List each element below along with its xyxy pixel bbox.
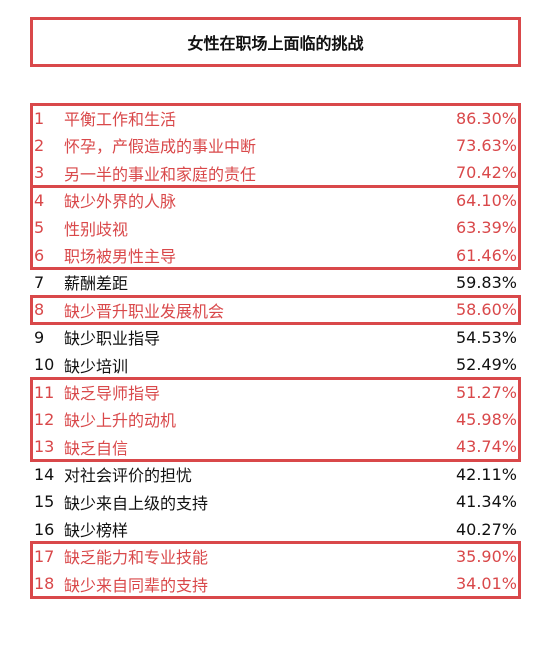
- row-rank: 18: [34, 574, 55, 594]
- row-rank: 12: [34, 409, 55, 429]
- row-rank: 16: [34, 519, 55, 539]
- row-label: 缺少职业指导: [64, 329, 161, 349]
- chart-title: 女性在职场上面临的挑战: [30, 17, 521, 67]
- row-label: 缺少上升的动机: [64, 411, 177, 431]
- row-value: 73.63%: [455, 135, 517, 155]
- row-value: 45.98%: [455, 409, 517, 429]
- row-rank: 17: [34, 546, 55, 566]
- row-label: 缺少外界的人脉: [64, 192, 177, 212]
- row-value: 35.90%: [455, 546, 517, 566]
- row-label: 另一半的事业和家庭的责任: [64, 164, 257, 184]
- row-rank: 7: [34, 272, 45, 292]
- row-rank: 3: [34, 163, 45, 183]
- row-value: 34.01%: [455, 574, 517, 594]
- row-rank: 8: [34, 300, 45, 320]
- table-row: 18 缺少来自同辈的支持 34.01%: [32, 571, 519, 597]
- row-label: 性别歧视: [64, 219, 129, 239]
- table-row: 5 性别歧视 63.39%: [32, 215, 519, 241]
- row-value: 54.53%: [455, 327, 517, 347]
- table-row: 15 缺少来自上级的支持 41.34%: [32, 489, 519, 515]
- table-row: 14 对社会评价的担忧 42.11%: [32, 461, 519, 487]
- row-value: 64.10%: [455, 190, 517, 210]
- row-rank: 4: [34, 190, 45, 210]
- row-value: 59.83%: [455, 272, 517, 292]
- table-row: 8 缺少晋升职业发展机会 58.60%: [32, 297, 519, 323]
- table-row: 10 缺少培训 52.49%: [32, 352, 519, 378]
- table-row: 11 缺乏导师指导 51.27%: [32, 379, 519, 405]
- row-rank: 13: [34, 437, 55, 457]
- table-row: 3 另一半的事业和家庭的责任 70.42%: [32, 160, 519, 186]
- row-value: 43.74%: [455, 437, 517, 457]
- highlight-group-box: [30, 103, 521, 189]
- row-label: 职场被男性主导: [64, 247, 177, 266]
- highlight-group-box: [30, 185, 521, 271]
- row-rank: 2: [34, 135, 45, 155]
- row-label: 缺乏导师指导: [64, 384, 161, 403]
- row-label: 缺少来自同辈的支持: [64, 575, 209, 595]
- highlight-group-box: [30, 541, 521, 600]
- table-row: 9 缺少职业指导 54.53%: [32, 324, 519, 350]
- row-rank: 1: [34, 108, 45, 128]
- row-rank: 15: [34, 492, 55, 512]
- row-value: 51.27%: [455, 382, 517, 402]
- table-row: 13 缺乏自信 43.74%: [32, 434, 519, 460]
- row-label: 对社会评价的担忧: [64, 466, 193, 486]
- row-label: 缺乏自信: [64, 438, 129, 458]
- highlight-group-box: [30, 377, 521, 463]
- row-label: 缺少榜样: [64, 521, 129, 540]
- table-row: 4 缺少外界的人脉 64.10%: [32, 187, 519, 213]
- row-value: 58.60%: [455, 300, 517, 320]
- row-rank: 11: [34, 382, 55, 402]
- row-rank: 10: [34, 355, 55, 375]
- highlight-group-box: [30, 294, 521, 326]
- table-row: 7 薪酬差距 59.83%: [32, 269, 519, 295]
- row-value: 41.34%: [455, 492, 517, 512]
- table-row: 2 怀孕，产假造成的事业中断 73.63%: [32, 132, 519, 158]
- row-rank: 6: [34, 245, 45, 265]
- row-label: 缺少晋升职业发展机会: [64, 301, 225, 321]
- table-row: 16 缺少榜样 40.27%: [32, 516, 519, 542]
- row-rank: 9: [34, 327, 45, 347]
- row-label: 缺乏能力和专业技能: [64, 548, 209, 568]
- row-label: 怀孕，产假造成的事业中断: [64, 137, 257, 157]
- row-label: 平衡工作和生活: [64, 110, 177, 129]
- row-value: 40.27%: [455, 519, 517, 539]
- table-row: 17 缺乏能力和专业技能 35.90%: [32, 543, 519, 569]
- row-value: 70.42%: [455, 163, 517, 183]
- row-value: 63.39%: [455, 218, 517, 238]
- table-row: 1 平衡工作和生活 86.30%: [32, 105, 519, 131]
- row-rank: 14: [34, 464, 55, 484]
- row-value: 86.30%: [455, 108, 517, 128]
- row-value: 61.46%: [455, 245, 517, 265]
- row-rank: 5: [34, 218, 45, 238]
- row-label: 薪酬差距: [64, 274, 129, 294]
- row-value: 42.11%: [455, 464, 517, 484]
- row-label: 缺少来自上级的支持: [64, 493, 209, 513]
- table-row: 6 职场被男性主导 61.46%: [32, 242, 519, 268]
- row-value: 52.49%: [455, 355, 517, 375]
- row-label: 缺少培训: [64, 356, 129, 376]
- table-row: 12 缺少上升的动机 45.98%: [32, 406, 519, 432]
